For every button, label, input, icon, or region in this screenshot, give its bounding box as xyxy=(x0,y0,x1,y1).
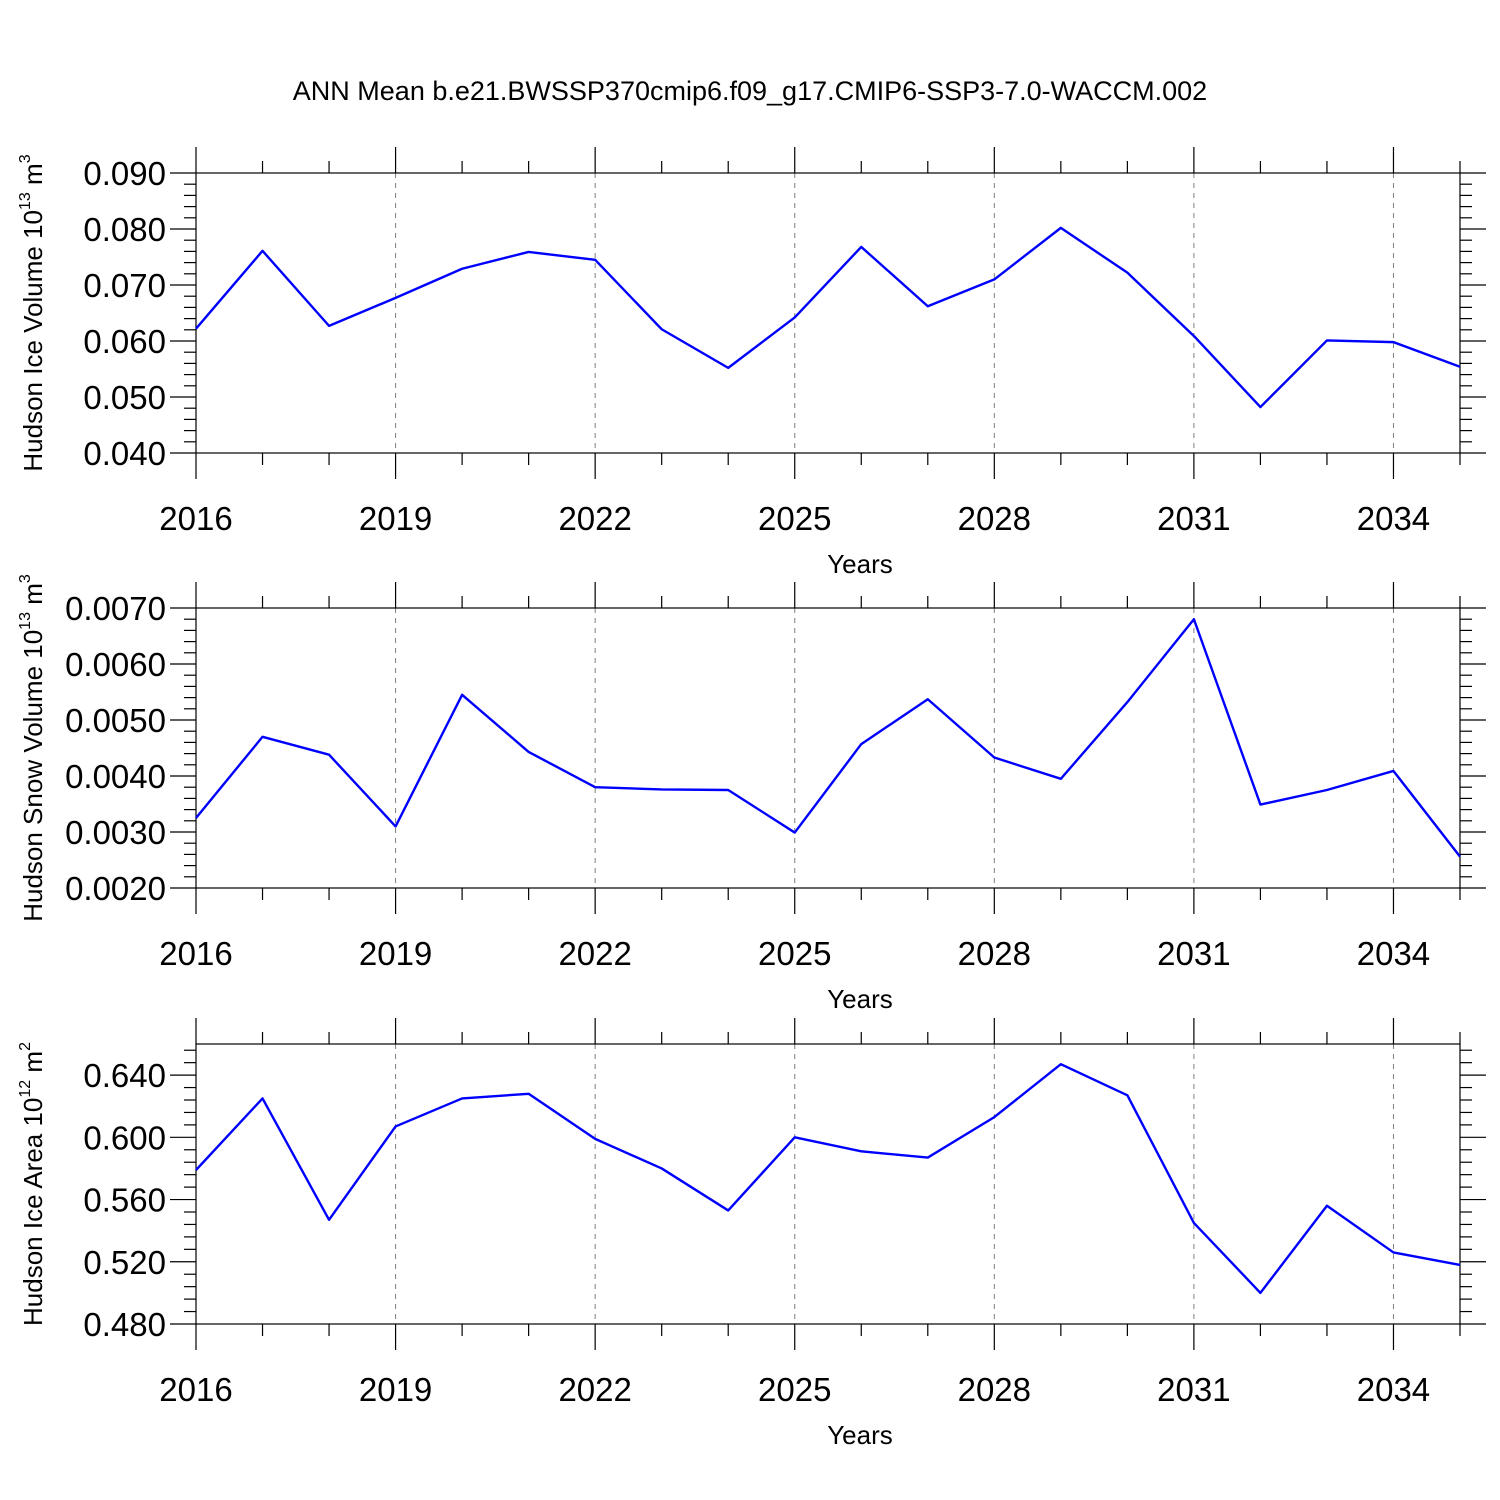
x-tick-label: 2019 xyxy=(359,935,432,972)
y-tick-label: 0.0040 xyxy=(65,758,166,795)
x-tick-label: 2025 xyxy=(758,500,831,537)
y-axis-title-superscript: 13 xyxy=(17,612,34,630)
y-tick-label: 0.560 xyxy=(83,1182,166,1219)
y-axis-title: Hudson Snow Volume 1013 m3 xyxy=(17,574,48,922)
y-tick-label: 0.060 xyxy=(83,323,166,360)
panel-2: 0.0020 0.0030 0.0040 0.0050 0.0060 0.0070 2016… xyxy=(17,574,1486,1014)
y-axis-title-superscript: 3 xyxy=(17,574,34,583)
x-tick-label: 2019 xyxy=(359,1371,432,1408)
y-axis-title: Hudson Ice Volume 1013 m3 xyxy=(17,154,48,471)
y-axis-title-part: Hudson Ice Area 10 xyxy=(18,1098,48,1326)
y-tick-label: 0.0030 xyxy=(65,814,166,851)
plot-frame xyxy=(195,1043,1461,1325)
y-axis-title: Hudson Ice Area 1012 m2 xyxy=(17,1042,48,1326)
x-axis-title: Years xyxy=(827,1420,893,1450)
x-tick-label: 2031 xyxy=(1157,935,1230,972)
y-tick-label: 0.040 xyxy=(83,435,166,472)
y-axis-title-part: m xyxy=(18,583,48,612)
y-axis-title-superscript: 12 xyxy=(17,1080,34,1098)
y-axis-title-part: m xyxy=(18,163,48,192)
x-tick-label: 2034 xyxy=(1357,935,1430,972)
y-axis-title-part: Hudson Snow Volume 10 xyxy=(18,630,48,922)
x-tick-label: 2031 xyxy=(1157,500,1230,537)
x-tick-label: 2022 xyxy=(558,500,631,537)
y-axis-title-superscript: 2 xyxy=(17,1042,34,1051)
x-tick-label: 2031 xyxy=(1157,1371,1230,1408)
y-axis-title-part: m xyxy=(18,1051,48,1080)
x-tick-label: 2022 xyxy=(558,1371,631,1408)
y-axis-title-superscript: 3 xyxy=(17,154,34,163)
series-line xyxy=(195,618,1461,858)
plot-frame xyxy=(195,607,1461,889)
x-tick-label: 2016 xyxy=(159,935,232,972)
series-line xyxy=(195,226,1461,409)
x-tick-label: 2034 xyxy=(1357,500,1430,537)
panel-3: 0.480 0.520 0.560 0.600 0.640 2016 2019 2022 202… xyxy=(17,1018,1486,1450)
x-tick-label: 2034 xyxy=(1357,1371,1430,1408)
y-tick-label: 0.070 xyxy=(83,267,166,304)
y-axis-title-part: Hudson Ice Volume 10 xyxy=(18,210,48,472)
y-tick-label: 0.0060 xyxy=(65,646,166,683)
x-axis-title: Years xyxy=(827,549,893,579)
y-tick-label: 0.480 xyxy=(83,1306,166,1343)
x-tick-label: 2016 xyxy=(159,1371,232,1408)
y-tick-label: 0.0020 xyxy=(65,870,166,907)
x-tick-label: 2028 xyxy=(958,1371,1031,1408)
x-tick-label: 2028 xyxy=(958,500,1031,537)
chart-title: ANN Mean b.e21.BWSSP370cmip6.f09_g17.CMI… xyxy=(293,76,1207,106)
y-tick-label: 0.080 xyxy=(83,211,166,248)
plot-frame xyxy=(195,172,1461,454)
x-tick-label: 2025 xyxy=(758,1371,831,1408)
series-line xyxy=(195,1063,1461,1295)
panel-1: 0.040 0.050 0.060 0.070 0.080 0.090 2016 2019 20… xyxy=(17,147,1486,579)
y-tick-label: 0.0070 xyxy=(65,590,166,627)
x-tick-label: 2028 xyxy=(958,935,1031,972)
y-tick-label: 0.600 xyxy=(83,1119,166,1156)
y-axis-title-superscript: 13 xyxy=(17,192,34,210)
y-tick-label: 0.090 xyxy=(83,155,166,192)
y-tick-label: 0.640 xyxy=(83,1057,166,1094)
y-tick-label: 0.520 xyxy=(83,1244,166,1281)
y-tick-label: 0.050 xyxy=(83,379,166,416)
x-tick-label: 2025 xyxy=(758,935,831,972)
x-tick-label: 2022 xyxy=(558,935,631,972)
x-tick-label: 2019 xyxy=(359,500,432,537)
y-tick-label: 0.0050 xyxy=(65,702,166,739)
x-tick-label: 2016 xyxy=(159,500,232,537)
x-axis-title: Years xyxy=(827,984,893,1014)
